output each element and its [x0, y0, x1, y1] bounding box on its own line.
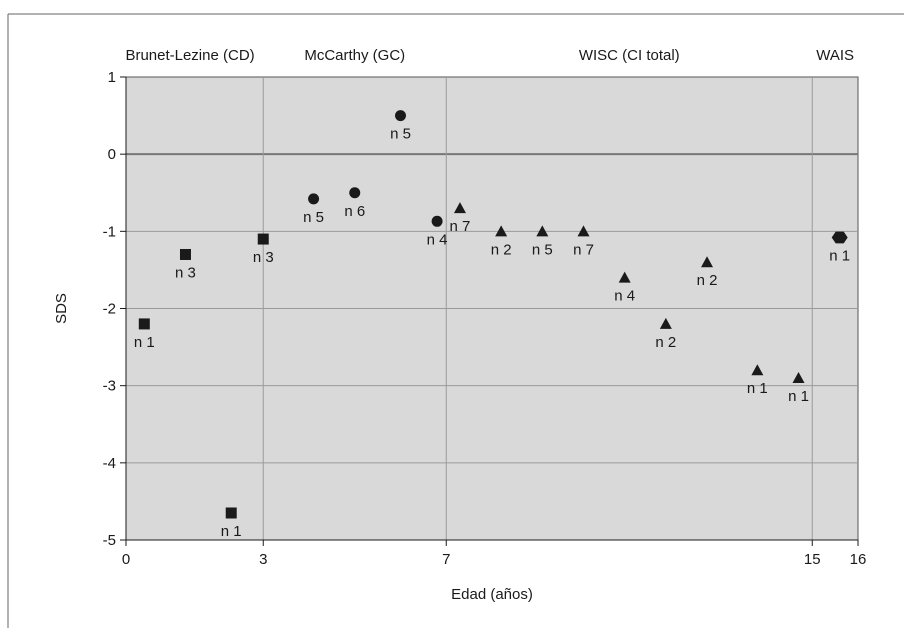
point-label: n 5: [303, 209, 324, 226]
y-tick-label: 0: [108, 146, 116, 163]
circle-point: [349, 187, 361, 199]
point-label: n 5: [390, 126, 411, 143]
x-tick-label: 0: [122, 551, 130, 568]
x-tick-label: 7: [442, 551, 450, 568]
circle-point: [308, 193, 320, 205]
x-tick-label: 3: [259, 551, 267, 568]
group-label: WISC (CI total): [579, 47, 680, 64]
point-label: n 2: [697, 272, 718, 289]
point-label: n 6: [344, 203, 365, 220]
circle-point: [431, 215, 443, 227]
triangle-point: [495, 225, 508, 237]
triangle-point: [701, 256, 714, 268]
group-label: McCarthy (GC): [304, 47, 405, 64]
point-label: n 7: [573, 241, 594, 258]
point-label: n 1: [134, 334, 155, 351]
triangle-point: [792, 371, 805, 383]
triangle-point: [751, 364, 764, 376]
y-tick-label: -2: [103, 301, 116, 318]
group-label: WAIS: [816, 47, 854, 64]
point-label: n 1: [221, 523, 242, 540]
point-label: n 3: [175, 264, 196, 281]
point-label: n 2: [655, 334, 676, 351]
group-labels: Brunet-Lezine (CD) McCarthy (GC) WISC (CI …: [125, 47, 854, 64]
x-tick-label: 16: [850, 551, 867, 568]
y-tick-label: 1: [108, 69, 116, 86]
x-axis-title: Edad (años): [451, 586, 533, 603]
square-point: [225, 507, 237, 519]
data-points: [138, 110, 848, 519]
triangle-point: [618, 271, 631, 283]
point-label: n 4: [614, 288, 635, 305]
point-label: n 7: [450, 218, 471, 235]
tick-labels: 1 0 -1 -2 -3 -4 -5 0 3 7 15 16: [103, 69, 867, 568]
point-label: n 4: [427, 231, 448, 248]
square-point: [138, 318, 150, 330]
point-label: n 1: [829, 248, 850, 265]
triangle-point: [577, 225, 590, 237]
circle-point: [395, 110, 406, 122]
triangle-point: [453, 202, 466, 214]
grid: [126, 77, 858, 540]
hexagon-point: [831, 231, 848, 244]
triangle-point: [536, 225, 549, 237]
point-label: n 5: [532, 241, 553, 258]
point-label: n 1: [747, 380, 768, 397]
y-axis-title: SDS: [53, 293, 70, 324]
point-label: n 3: [253, 249, 274, 266]
y-tick-label: -4: [103, 455, 116, 472]
point-label: n 2: [491, 241, 512, 258]
x-tick-label: 15: [804, 551, 821, 568]
point-label: n 1: [788, 388, 809, 405]
triangle-point: [659, 317, 672, 329]
y-tick-label: -1: [103, 223, 116, 240]
square-point: [257, 233, 269, 245]
group-label: Brunet-Lezine (CD): [125, 47, 254, 64]
axes: [120, 76, 859, 546]
square-point: [179, 248, 191, 260]
y-tick-label: -5: [103, 532, 116, 549]
y-tick-label: -3: [103, 378, 116, 395]
